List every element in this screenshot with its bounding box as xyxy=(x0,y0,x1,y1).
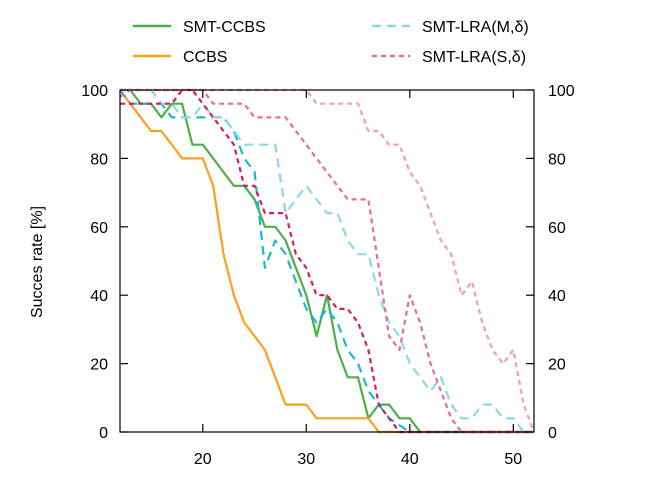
x-tick-label: 40 xyxy=(401,451,419,468)
x-tick-label: 30 xyxy=(297,451,315,468)
plot-frame xyxy=(119,89,535,433)
series-line-1 xyxy=(120,89,534,434)
series-line-5 xyxy=(120,88,534,434)
legend-label: SMT-LRA(S,δ) xyxy=(422,49,526,66)
series-line-4 xyxy=(120,88,534,434)
y-tick-label: 40 xyxy=(90,288,108,305)
axes-layer: 20 30 40 50 0 20 40 60 80 100 0 20 40 60 80 100 xyxy=(81,83,575,468)
legend-item: CCBS xyxy=(133,49,227,66)
series-line-0 xyxy=(120,88,534,434)
y2-tick-label: 0 xyxy=(548,425,557,442)
x-tick-label: 50 xyxy=(504,451,522,468)
y-axis-label: Succes rate [%] xyxy=(29,206,46,318)
legend-item: SMT-LRA(M,δ) xyxy=(372,19,529,36)
series-line-3 xyxy=(120,88,534,434)
series-layer xyxy=(120,88,534,434)
y-tick-label: 0 xyxy=(99,425,108,442)
legend-item: SMT-LRA(S,δ) xyxy=(372,49,526,66)
legend-label: SMT-CCBS xyxy=(183,19,266,36)
y-tick-label: 80 xyxy=(90,151,108,168)
legend-label: SMT-LRA(M,δ) xyxy=(422,19,529,36)
y-tick-label: 100 xyxy=(81,83,108,100)
y2-tick-label: 40 xyxy=(548,288,566,305)
series-line-2 xyxy=(120,89,534,434)
y-tick-label: 60 xyxy=(90,220,108,237)
legend-item: SMT-CCBS xyxy=(133,19,266,36)
series-line-6 xyxy=(120,88,534,433)
x-tick-label: 20 xyxy=(194,451,212,468)
legend: SMT-CCBS CCBS SMT-LRA(M,δ) SMT-LRA(S,δ) xyxy=(133,19,529,66)
y2-tick-label: 100 xyxy=(548,83,575,100)
y2-tick-label: 60 xyxy=(548,220,566,237)
y2-tick-label: 80 xyxy=(548,151,566,168)
legend-label: CCBS xyxy=(183,49,227,66)
y-tick-label: 20 xyxy=(90,357,108,374)
y2-tick-label: 20 xyxy=(548,357,566,374)
